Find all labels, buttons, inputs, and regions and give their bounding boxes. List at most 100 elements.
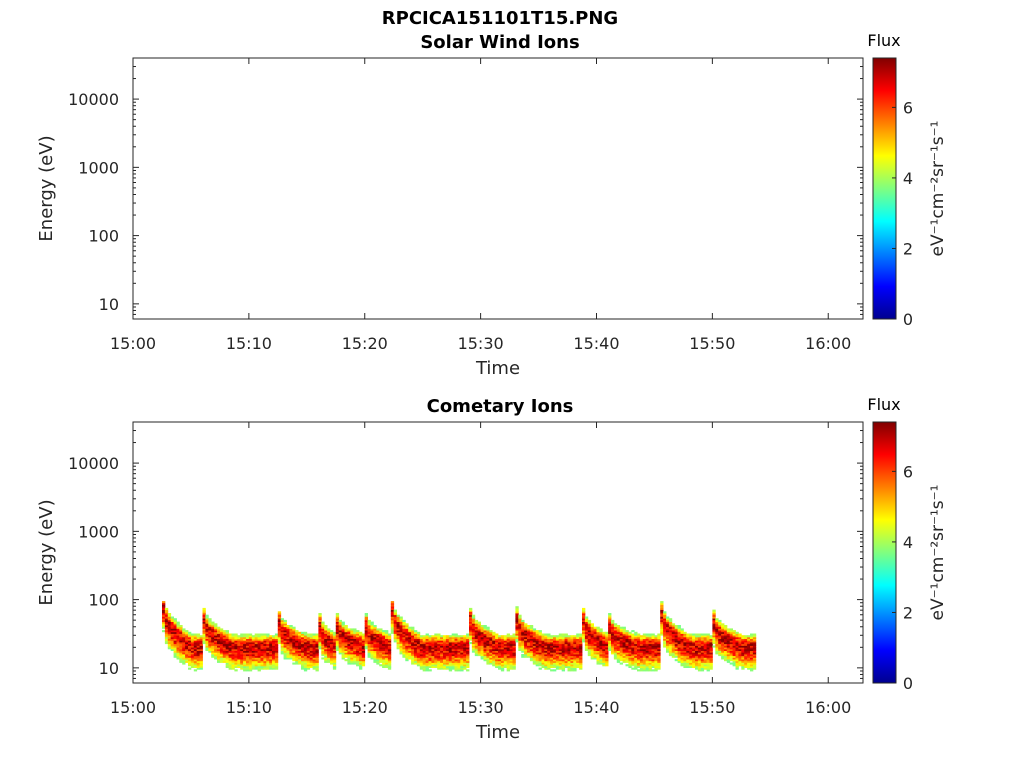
- spectrogram-cell: [309, 660, 313, 663]
- spectrogram-cell: [602, 643, 606, 646]
- spectrogram-cell: [419, 652, 424, 655]
- spectrogram-cell: [176, 657, 180, 660]
- spectrogram-cell: [587, 648, 592, 651]
- spectrogram-cell: [486, 648, 490, 651]
- spectrogram-cell: [509, 657, 513, 660]
- spectrogram-cell: [306, 638, 311, 641]
- spectrogram-cell: [188, 633, 192, 636]
- spectrogram-cell: [718, 633, 722, 636]
- spectrogram-cell: [335, 619, 340, 622]
- spectrogram-cell: [211, 630, 215, 633]
- spectrogram-cell: [315, 659, 319, 662]
- spectrogram-cell: [182, 633, 186, 636]
- spectrogram-cell: [376, 662, 380, 665]
- spectrogram-cell: [460, 643, 464, 646]
- spectrogram-cell: [596, 638, 600, 641]
- spectrogram-cell: [613, 638, 618, 641]
- spectrogram-cell: [666, 623, 670, 626]
- spectrogram-cell: [196, 657, 200, 660]
- spectrogram-cell: [266, 642, 270, 645]
- spectrogram-cell: [306, 640, 311, 643]
- spectrogram-cell: [193, 645, 198, 648]
- spectrogram-cell: [668, 640, 673, 643]
- spectrogram-cell: [666, 640, 670, 643]
- spectrogram-cell: [405, 657, 409, 660]
- spectrogram-cell: [726, 659, 731, 662]
- spectrogram-cell: [547, 633, 551, 636]
- spectrogram-cell: [712, 635, 716, 638]
- spectrogram-cell: [645, 655, 649, 658]
- spectrogram-cell: [613, 626, 618, 629]
- spectrogram-cell: [251, 665, 256, 668]
- spectrogram-cell: [512, 635, 516, 638]
- spectrogram-cell: [613, 635, 618, 638]
- spectrogram-cell: [544, 654, 548, 657]
- spectrogram-cell: [471, 625, 476, 628]
- spectrogram-cell: [697, 645, 702, 648]
- spectrogram-cell: [544, 655, 548, 658]
- spectrogram-cell: [637, 636, 641, 639]
- spectrogram-cell: [347, 650, 351, 653]
- spectrogram-cell: [477, 621, 481, 624]
- spectrogram-cell: [671, 635, 676, 638]
- spectrogram-cell: [747, 652, 751, 655]
- spectrogram-cell: [471, 648, 476, 651]
- spectrogram-cell: [185, 650, 189, 653]
- spectrogram-cell: [214, 645, 218, 648]
- spectrogram-cell: [460, 642, 464, 645]
- spectrogram-cell: [503, 645, 508, 648]
- spectrogram-cell: [370, 645, 374, 648]
- spectrogram-cell: [382, 657, 386, 660]
- spectrogram-cell: [654, 638, 658, 641]
- spectrogram-cell: [373, 642, 377, 645]
- spectrogram-cell: [645, 643, 649, 646]
- spectrogram-cell: [567, 635, 571, 638]
- spectrogram-cell: [208, 630, 212, 633]
- spectrogram-cell: [747, 662, 751, 665]
- spectrogram-cell: [466, 640, 470, 643]
- spectrogram-cell: [243, 638, 247, 641]
- spectrogram-cell: [474, 621, 479, 624]
- panel-title: Solar Wind Ions: [420, 32, 579, 53]
- spectrogram-cell: [222, 655, 227, 658]
- spectrogram-cell: [692, 633, 696, 636]
- spectrogram-cell: [353, 660, 357, 663]
- spectrogram-cell: [724, 640, 728, 643]
- spectrogram-cell: [541, 647, 545, 650]
- spectrogram-cell: [283, 647, 287, 650]
- spectrogram-cell: [735, 635, 739, 638]
- spectrogram-cell: [454, 648, 458, 651]
- spectrogram-cell: [634, 652, 638, 655]
- spectrogram-cell: [732, 652, 736, 655]
- spectrogram-cell: [631, 657, 635, 660]
- spectrogram-cell: [434, 647, 438, 650]
- spectrogram-cell: [515, 638, 519, 641]
- spectrogram-cell: [590, 633, 594, 636]
- spectrogram-cell: [237, 665, 241, 668]
- spectrogram-cell: [292, 638, 296, 641]
- spectrogram-cell: [185, 631, 189, 634]
- spectrogram-cell: [414, 648, 418, 651]
- spectrogram-cell: [564, 654, 568, 657]
- spectrogram-cell: [480, 631, 484, 634]
- spectrogram-cell: [683, 647, 687, 650]
- spectrogram-cell: [495, 652, 499, 655]
- spectrogram-cell: [741, 642, 745, 645]
- spectrogram-cell: [274, 667, 279, 670]
- spectrogram-cell: [724, 633, 728, 636]
- y-tick-label: 1000: [78, 522, 119, 541]
- spectrogram-cell: [350, 630, 354, 633]
- spectrogram-cell: [674, 648, 678, 651]
- spectrogram-cell: [280, 628, 284, 631]
- spectrogram-cell: [639, 638, 644, 641]
- spectrogram-cell: [460, 669, 464, 672]
- spectrogram-cell: [434, 655, 438, 658]
- spectrogram-cell: [269, 655, 273, 658]
- spectrogram-cell: [477, 625, 481, 628]
- spectrogram-cell: [512, 667, 516, 670]
- spectrogram-cell: [515, 609, 519, 612]
- spectrogram-cell: [724, 648, 728, 651]
- spectrogram-cell: [202, 614, 206, 617]
- spectrogram-cell: [411, 640, 415, 643]
- spectrogram-cell: [208, 631, 212, 634]
